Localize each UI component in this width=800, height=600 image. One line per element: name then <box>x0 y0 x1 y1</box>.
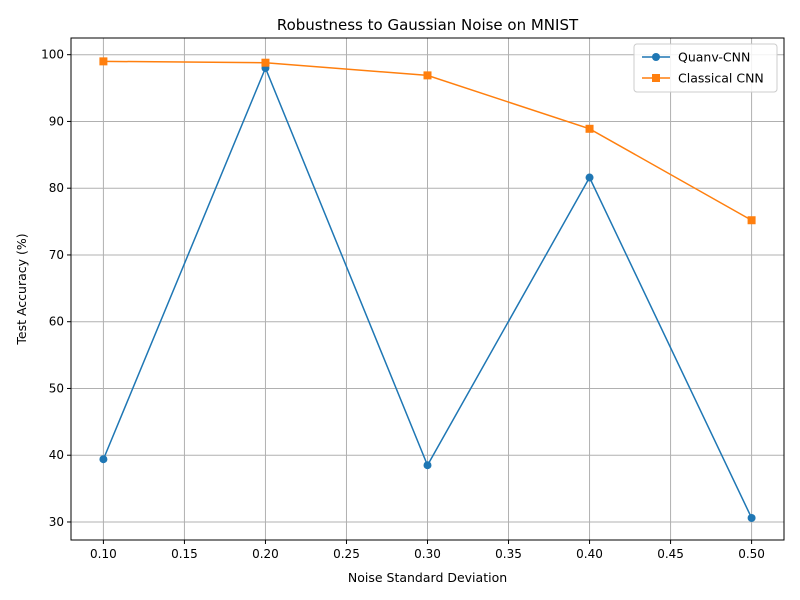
grid <box>71 38 784 540</box>
data-point-classical-cnn <box>747 216 756 225</box>
legend-marker <box>652 53 660 61</box>
legend-label: Quanv-CNN <box>678 50 750 65</box>
x-axis: 0.10 0.15 0.20 0.25 0.30 0.35 0.40 0.45 0.50 <box>90 540 765 561</box>
data-point-classical-cnn <box>585 124 594 133</box>
x-tick-label: 0.35 <box>495 547 522 561</box>
y-axis-label: Test Accuracy (%) <box>14 233 29 345</box>
y-tick-label: 70 <box>49 248 64 262</box>
x-tick-label: 0.10 <box>90 547 117 561</box>
x-tick-label: 0.40 <box>576 547 603 561</box>
y-tick-label: 80 <box>49 181 64 195</box>
y-tick-label: 90 <box>49 114 64 128</box>
legend-marker <box>652 74 660 82</box>
data-point-classical-cnn <box>261 58 270 67</box>
chart-title: Robustness to Gaussian Noise on MNIST <box>277 16 579 34</box>
y-tick-label: 30 <box>49 515 64 529</box>
y-tick-label: 40 <box>49 448 64 462</box>
y-tick-label: 100 <box>41 48 64 62</box>
data-point-quanv-cnn <box>585 173 594 182</box>
series-group <box>99 57 756 522</box>
data-point-quanv-cnn <box>423 461 432 470</box>
x-tick-label: 0.25 <box>333 547 360 561</box>
x-tick-label: 0.15 <box>171 547 198 561</box>
x-tick-label: 0.45 <box>657 547 684 561</box>
data-point-quanv-cnn <box>99 455 108 464</box>
y-tick-label: 60 <box>49 315 64 329</box>
x-tick-label: 0.20 <box>252 547 279 561</box>
data-point-classical-cnn <box>99 57 108 66</box>
x-tick-label: 0.50 <box>738 547 765 561</box>
y-tick-label: 50 <box>49 381 64 395</box>
x-tick-label: 0.30 <box>414 547 441 561</box>
legend-label: Classical CNN <box>678 71 764 86</box>
legend: Quanv-CNN Classical CNN <box>633 43 778 93</box>
y-axis: 30 40 50 60 70 80 90 100 <box>41 48 71 529</box>
x-axis-label: Noise Standard Deviation <box>348 570 507 585</box>
data-point-classical-cnn <box>423 71 432 80</box>
legend-box <box>633 43 778 93</box>
data-point-quanv-cnn <box>747 513 756 522</box>
